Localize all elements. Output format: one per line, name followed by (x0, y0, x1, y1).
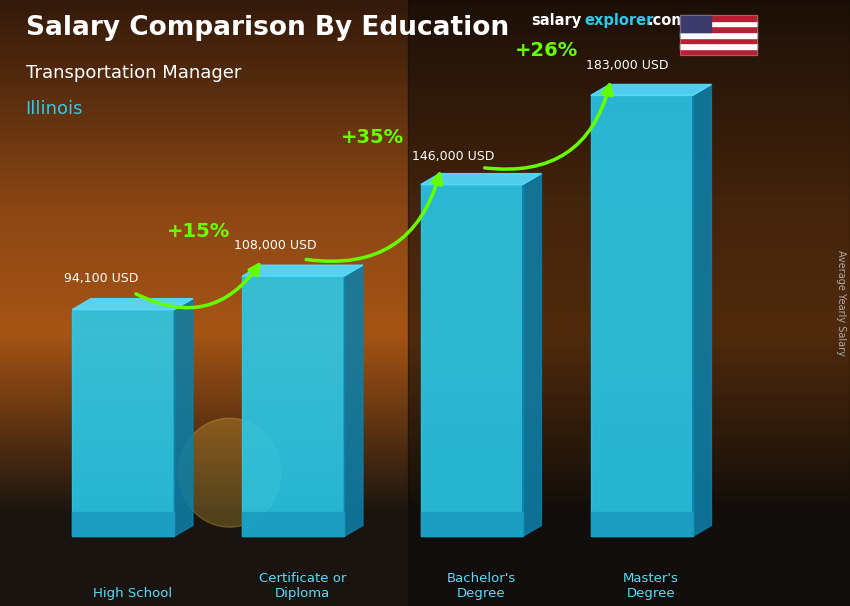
Text: explorer: explorer (584, 13, 654, 28)
Text: 108,000 USD: 108,000 USD (234, 239, 316, 252)
Bar (680, 15, 756, 55)
Text: Average Yearly Salary: Average Yearly Salary (836, 250, 846, 356)
Bar (242, 276, 344, 536)
Ellipse shape (178, 418, 280, 527)
Text: Illinois: Illinois (26, 100, 83, 118)
Bar (591, 95, 693, 536)
Bar (680, 21, 756, 27)
Bar (591, 512, 693, 536)
Text: +15%: +15% (167, 222, 230, 241)
Polygon shape (242, 265, 363, 276)
Polygon shape (72, 299, 193, 310)
Bar (680, 49, 756, 55)
Text: .com: .com (648, 13, 687, 28)
Bar (680, 15, 756, 21)
Text: 146,000 USD: 146,000 USD (412, 150, 495, 163)
Text: 183,000 USD: 183,000 USD (586, 59, 669, 72)
Bar (72, 310, 174, 536)
Polygon shape (591, 84, 711, 95)
Text: +35%: +35% (341, 128, 404, 147)
Bar (408, 0, 850, 606)
Bar (680, 43, 756, 49)
Polygon shape (174, 299, 193, 536)
Bar (72, 512, 174, 536)
Text: +26%: +26% (515, 41, 578, 60)
Bar (680, 32, 756, 38)
Bar (242, 512, 344, 536)
Text: High School: High School (93, 587, 173, 600)
Text: Certificate or
Diploma: Certificate or Diploma (259, 572, 346, 600)
Bar (680, 27, 756, 32)
Polygon shape (344, 265, 363, 536)
Bar (680, 15, 711, 32)
Polygon shape (421, 173, 541, 184)
Text: Transportation Manager: Transportation Manager (26, 64, 241, 82)
Bar (421, 184, 523, 536)
Text: salary: salary (531, 13, 581, 28)
Text: Salary Comparison By Education: Salary Comparison By Education (26, 15, 508, 41)
Text: Bachelor's
Degree: Bachelor's Degree (446, 572, 516, 600)
Bar (421, 512, 523, 536)
Polygon shape (523, 173, 541, 536)
Text: Master's
Degree: Master's Degree (623, 572, 679, 600)
Text: 94,100 USD: 94,100 USD (64, 272, 138, 285)
Polygon shape (693, 84, 711, 536)
Bar (680, 38, 756, 43)
